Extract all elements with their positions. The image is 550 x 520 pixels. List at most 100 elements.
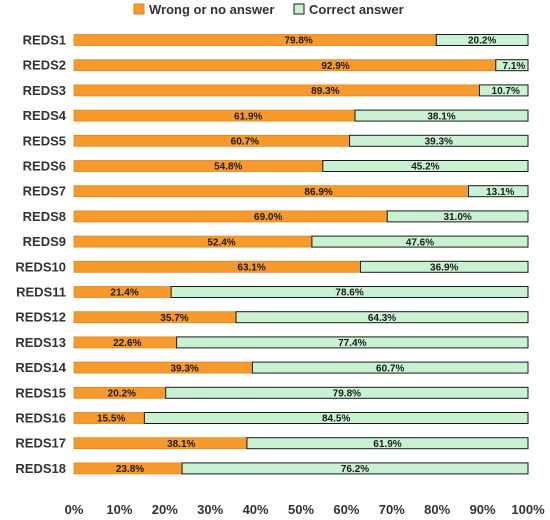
data-label-wrong-or-no-answer: 22.6%: [113, 338, 141, 349]
category-label: REDS18: [15, 461, 66, 476]
category-label: REDS6: [23, 159, 66, 174]
bar-correct-answer: [354, 109, 529, 122]
category-label: REDS1: [23, 33, 66, 48]
bar-correct-answer: [165, 386, 529, 399]
data-label-correct-answer: 79.8%: [333, 389, 361, 400]
data-label-correct-answer: 10.7%: [492, 86, 520, 97]
bar-wrong-or-no-answer: [73, 84, 480, 97]
data-label-correct-answer: 47.6%: [406, 237, 434, 248]
data-label-wrong-or-no-answer: 79.8%: [284, 36, 312, 47]
bar-wrong-or-no-answer: [73, 235, 313, 248]
category-label: REDS8: [23, 209, 66, 224]
data-label-wrong-or-no-answer: 69.0%: [254, 212, 282, 223]
data-label-correct-answer: 20.2%: [468, 36, 496, 47]
category-label: REDS16: [15, 411, 66, 426]
bar-wrong-or-no-answer: [73, 109, 356, 122]
category-label: REDS11: [16, 285, 66, 300]
x-axis: 0% 10% 20% 30% 40% 50% 60% 70% 80% 90% 100%: [65, 502, 545, 517]
bar-correct-answer: [251, 361, 529, 374]
data-label-correct-answer: 45.2%: [411, 162, 439, 173]
data-label-correct-answer: 13.1%: [486, 187, 514, 198]
data-label-wrong-or-no-answer: 35.7%: [160, 313, 188, 324]
bar-wrong-or-no-answer: [73, 311, 237, 324]
bar-correct-answer: [143, 412, 529, 424]
category-label: REDS3: [23, 83, 66, 98]
category-label: REDS14: [15, 360, 66, 375]
bar-correct-answer: [435, 34, 529, 46]
data-label-correct-answer: 77.4%: [338, 338, 366, 349]
bar-wrong-or-no-answer: [73, 260, 361, 273]
data-label-wrong-or-no-answer: 39.3%: [170, 363, 198, 374]
x-tick-label: 50%: [288, 502, 314, 517]
data-label-wrong-or-no-answer: 15.5%: [97, 414, 125, 425]
category-label: REDS4: [23, 108, 67, 123]
legend-label-correct-answer: Correct answer: [309, 2, 404, 17]
data-label-wrong-or-no-answer: 92.9%: [321, 61, 349, 72]
data-label-correct-answer: 64.3%: [368, 313, 396, 324]
data-label-wrong-or-no-answer: 21.4%: [110, 288, 138, 299]
data-label-correct-answer: 31.0%: [443, 212, 471, 223]
bar-wrong-or-no-answer: [73, 361, 253, 374]
data-label-wrong-or-no-answer: 38.1%: [167, 439, 195, 450]
data-label-wrong-or-no-answer: 63.1%: [237, 263, 265, 274]
x-tick-label: 0%: [65, 502, 84, 517]
data-label-correct-answer: 36.9%: [430, 263, 458, 274]
data-label-correct-answer: 60.7%: [376, 363, 404, 374]
bar-correct-answer: [322, 160, 529, 172]
x-tick-label: 40%: [243, 502, 269, 517]
legend-label-wrong-or-no-answer: Wrong or no answer: [149, 2, 274, 17]
data-label-wrong-or-no-answer: 60.7%: [231, 137, 259, 148]
x-tick-label: 20%: [152, 502, 178, 517]
category-label: REDS5: [23, 133, 66, 148]
x-tick-label: 60%: [333, 502, 359, 517]
category-axis: REDS1 REDS2 REDS3 REDS4 REDS5 REDS6 REDS7 REDS8…: [15, 33, 66, 476]
x-tick-label: 100%: [511, 502, 545, 517]
data-label-wrong-or-no-answer: 52.4%: [207, 237, 235, 248]
data-label-wrong-or-no-answer: 61.9%: [234, 111, 262, 122]
category-label: REDS9: [23, 234, 66, 249]
bar-correct-answer: [311, 235, 529, 248]
bar-correct-answer: [235, 311, 529, 324]
data-label-correct-answer: 78.6%: [335, 288, 363, 299]
data-label-wrong-or-no-answer: 54.8%: [214, 162, 242, 173]
data-label-wrong-or-no-answer: 89.3%: [311, 86, 339, 97]
category-label: REDS10: [15, 259, 66, 274]
category-label: REDS17: [15, 436, 66, 451]
data-label-wrong-or-no-answer: 23.8%: [116, 464, 144, 475]
bar-correct-answer: [170, 286, 529, 298]
bar-correct-answer: [359, 260, 529, 273]
bar-correct-answer: [386, 210, 529, 223]
data-label-correct-answer: 61.9%: [373, 439, 401, 450]
bar-wrong-or-no-answer: [73, 134, 350, 147]
x-tick-label: 30%: [197, 502, 223, 517]
data-label-correct-answer: 84.5%: [322, 414, 350, 425]
bar-correct-answer: [181, 462, 529, 475]
bar-correct-answer: [246, 437, 529, 450]
bar-wrong-or-no-answer: [73, 210, 388, 223]
bar-wrong-or-no-answer: [73, 185, 469, 198]
bar-wrong-or-no-answer: [73, 437, 248, 450]
data-label-correct-answer: 76.2%: [341, 464, 369, 475]
data-label-correct-answer: 38.1%: [427, 111, 455, 122]
bar-correct-answer: [349, 134, 529, 147]
x-tick-label: 70%: [379, 502, 405, 517]
category-label: REDS7: [23, 184, 66, 199]
bar-wrong-or-no-answer: [73, 34, 437, 46]
bar-correct-answer: [468, 185, 529, 198]
category-label: REDS2: [23, 58, 66, 73]
bar-wrong-or-no-answer: [73, 160, 324, 172]
bar-correct-answer: [176, 336, 529, 349]
bars-group: 79.8% 20.2% 92.9% 7.1% 89.3% 10.7% 61.9% 38.1% 6…: [73, 34, 529, 475]
bar-wrong-or-no-answer: [73, 59, 497, 72]
category-label: REDS15: [15, 385, 66, 400]
data-label-wrong-or-no-answer: 86.9%: [304, 187, 332, 198]
x-tick-label: 90%: [470, 502, 496, 517]
legend-swatch-wrong-or-no-answer: [133, 3, 145, 15]
bar-correct-answer: [495, 59, 529, 72]
category-label: REDS12: [15, 310, 66, 325]
bar-correct-answer: [478, 84, 529, 97]
x-tick-label: 80%: [424, 502, 450, 517]
data-label-wrong-or-no-answer: 20.2%: [108, 389, 136, 400]
